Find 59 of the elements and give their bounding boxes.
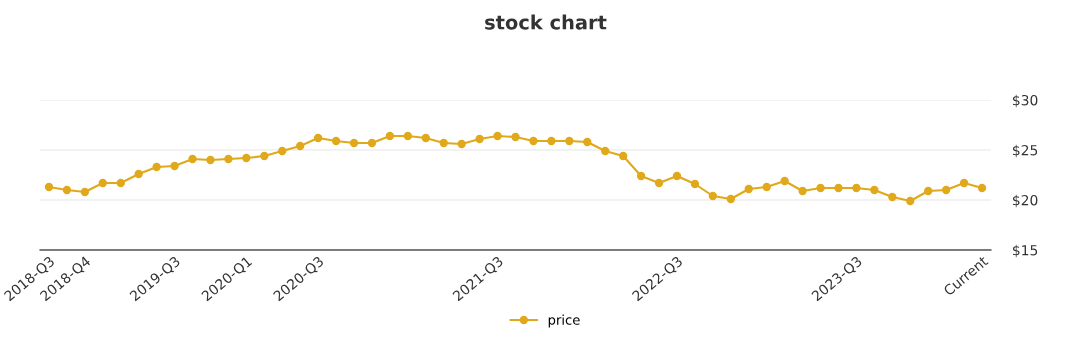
- point: [188, 154, 197, 164]
- point: [134, 169, 143, 179]
- point: [278, 146, 287, 156]
- point: [457, 139, 466, 149]
- point: [798, 186, 807, 196]
- point: [977, 183, 987, 193]
- point: [906, 196, 915, 206]
- point: [62, 185, 72, 195]
- point: [888, 192, 897, 202]
- point: [403, 131, 413, 141]
- y-tick-label: $25: [1012, 144, 1038, 158]
- point: [636, 171, 646, 181]
- chart-title: stock chart: [485, 14, 607, 30]
- point: [924, 186, 933, 196]
- point: [242, 153, 251, 163]
- point: [385, 131, 395, 141]
- point: [260, 151, 269, 161]
- point: [529, 136, 538, 146]
- point: [98, 178, 107, 188]
- point: [601, 146, 610, 156]
- point: [493, 131, 502, 141]
- point: [152, 162, 161, 172]
- point: [870, 185, 879, 195]
- legend-label: price: [548, 314, 580, 328]
- point: [421, 133, 430, 143]
- point: [80, 187, 90, 197]
- point: [44, 182, 54, 192]
- y-tick-label: $30: [1012, 94, 1038, 108]
- point: [331, 136, 341, 146]
- point: [834, 183, 843, 193]
- point: [206, 155, 215, 165]
- point: [313, 133, 323, 143]
- point: [349, 138, 359, 148]
- point: [618, 151, 628, 161]
- y-tick-label: $20: [1012, 194, 1038, 208]
- point: [565, 136, 574, 146]
- point: [583, 137, 592, 147]
- point: [762, 182, 771, 192]
- point: [475, 134, 484, 144]
- point: [726, 194, 735, 204]
- point: [296, 141, 305, 151]
- point: [170, 161, 179, 171]
- point: [816, 183, 825, 193]
- point: [654, 178, 664, 188]
- point: [690, 179, 700, 189]
- point: [672, 171, 682, 181]
- point: [547, 136, 556, 146]
- point: [708, 191, 718, 201]
- point: [941, 185, 951, 195]
- point: [116, 178, 125, 188]
- point: [959, 178, 969, 188]
- point: [511, 132, 520, 142]
- point: [224, 154, 233, 164]
- y-tick-label: $15: [1012, 244, 1038, 258]
- point: [780, 176, 789, 186]
- point: [367, 138, 377, 148]
- point: [439, 138, 448, 148]
- point: [852, 183, 861, 193]
- point: [744, 184, 753, 194]
